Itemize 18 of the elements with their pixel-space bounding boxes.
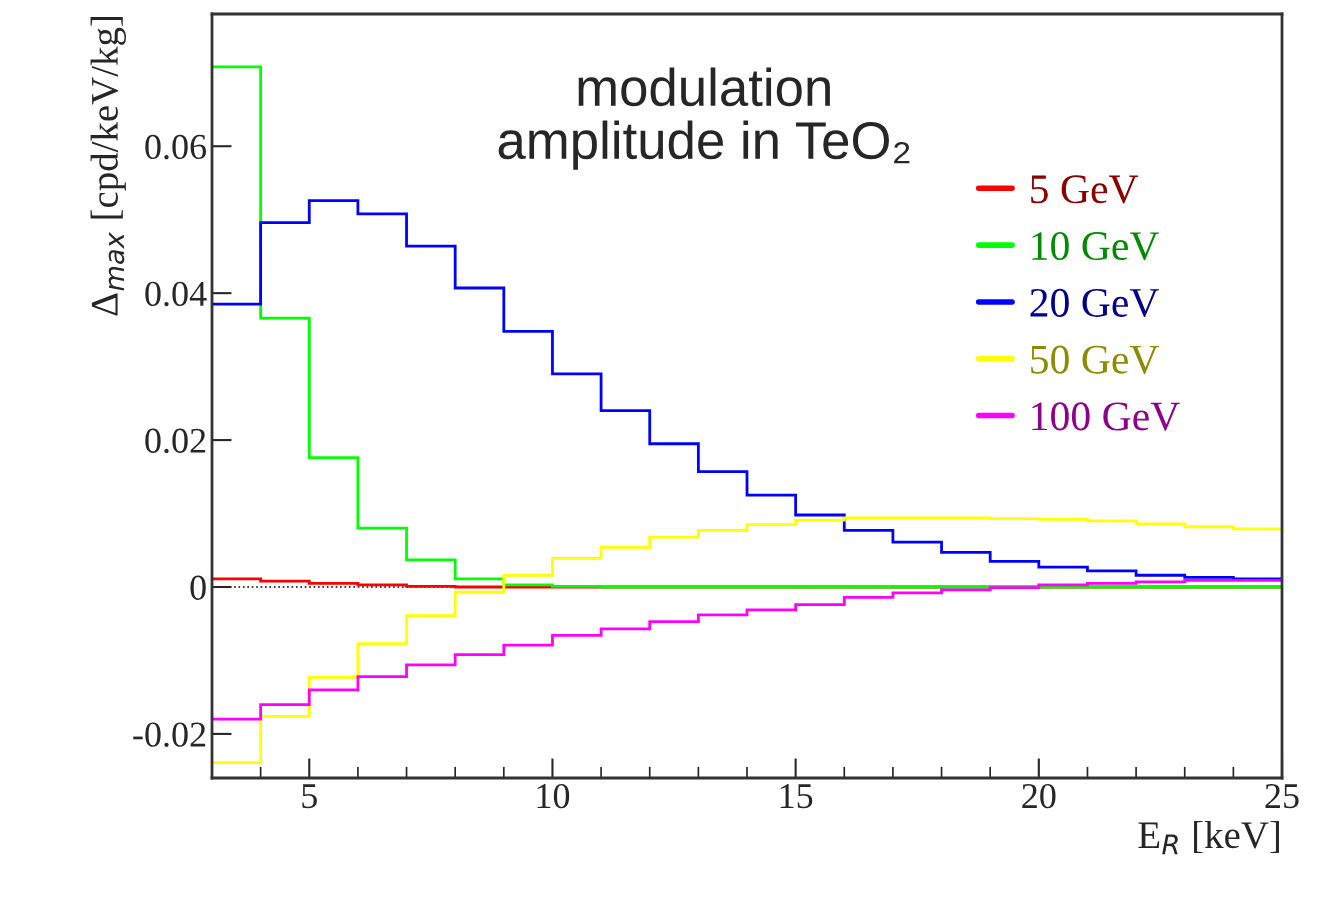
y-tick-label: 0.02 [145,428,206,454]
x-tick-label: 5 [302,784,317,809]
y-tick-label: 0.04 [145,281,207,307]
x-tick-label: 15 [780,784,813,809]
x-tick-label: 25 [1265,784,1299,809]
legend-label: 10 GeV [1032,231,1159,261]
y-tick-label: 0 [190,575,206,600]
legend-label: 5 GeV [1031,175,1139,204]
y-axis-title: Δ$_{max}$ [cpd/keV/kg] [90,17,126,316]
legend-label: 50 GeV [1031,345,1159,374]
y-tick-label: 0.06 [145,134,207,160]
x-axis-title: E$_{R}$ [keV] [1138,820,1279,855]
x-tick-label: 10 [537,783,570,809]
legend-label: 20 GeV [1030,288,1159,318]
legend-label: 100 GeV [1032,402,1180,431]
x-tick-label: 20 [1022,783,1056,809]
y-tick-label: -0.02 [133,722,206,747]
text: modulation amplitude in TeO₂ [498,67,910,170]
